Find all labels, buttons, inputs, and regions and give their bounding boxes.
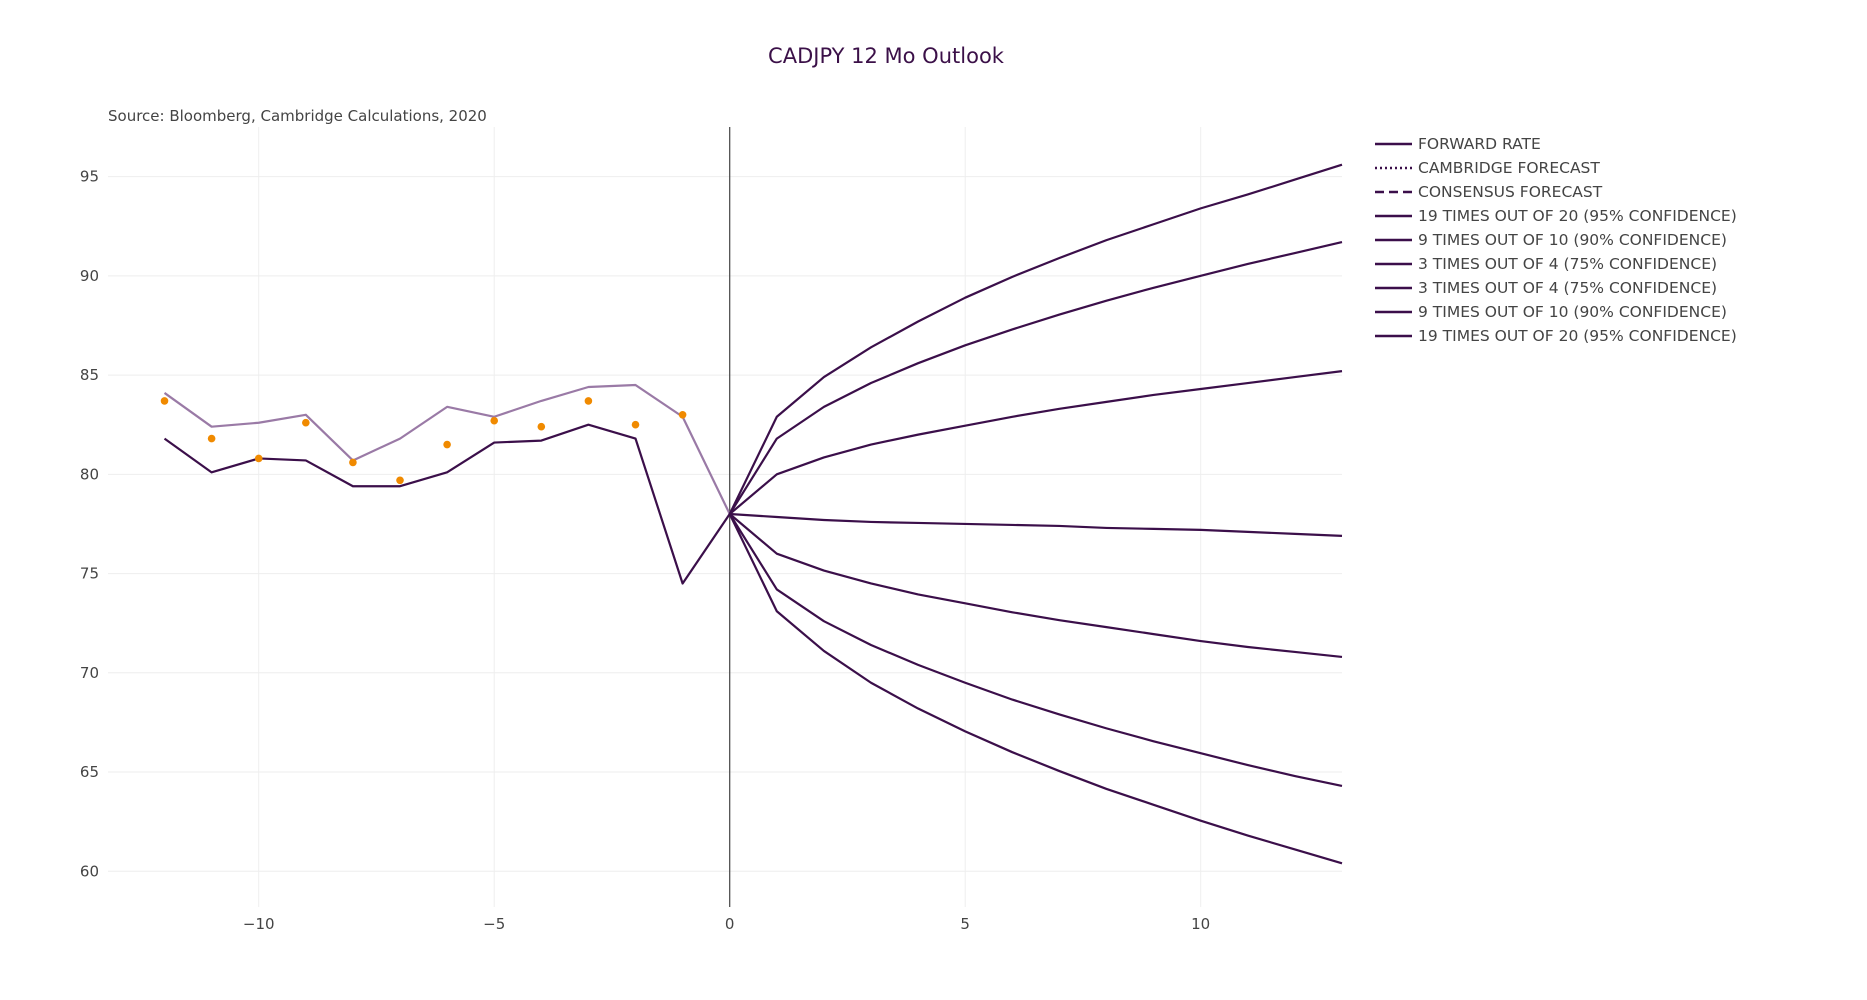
history-point: [207, 434, 216, 443]
history-point: [443, 440, 451, 449]
series-line-7: [728, 513, 1343, 788]
x-tick-label: −5: [483, 915, 505, 933]
series-line-8: [728, 513, 1343, 865]
legend: FORWARD RATE CAMBRIDGE FORECAST CONSENSUS …: [1375, 135, 1737, 345]
history-point: [302, 418, 310, 427]
history-point: [396, 476, 404, 485]
legend-item-label[interactable]: 9 TIMES OUT OF 10 (90% CONFIDENCE): [1418, 231, 1727, 249]
y-tick-label: 75: [80, 565, 99, 583]
y-tick-label: 85: [80, 366, 99, 384]
legend-item-label[interactable]: CAMBRIDGE FORECAST: [1418, 159, 1600, 177]
legend-item-label[interactable]: CONSENSUS FORECAST: [1418, 183, 1603, 201]
legend-item-label[interactable]: 9 TIMES OUT OF 10 (90% CONFIDENCE): [1418, 303, 1727, 321]
axes: −10 −5 0 5 10 60 65 70 75 80 85 90 95: [80, 127, 1210, 933]
y-tick-label: 90: [80, 267, 99, 285]
history-point: [254, 454, 263, 463]
legend-item-label[interactable]: 3 TIMES OUT OF 4 (75% CONFIDENCE): [1418, 279, 1717, 297]
history-point: [678, 410, 687, 419]
history-point: [537, 422, 546, 431]
series-line-5: [729, 370, 1343, 515]
chart-title: CADJPY 12 Mo Outlook: [768, 44, 1005, 68]
plot-area: [160, 163, 1343, 865]
series-line-3: [728, 163, 1343, 515]
legend-item-label[interactable]: 19 TIMES OUT OF 20 (95% CONFIDENCE): [1418, 327, 1737, 345]
y-tick-label: 95: [80, 168, 99, 186]
history-point: [160, 397, 169, 405]
y-tick-label: 80: [80, 465, 99, 483]
y-tick-label: 60: [80, 862, 99, 880]
x-tick-label: 5: [960, 915, 970, 933]
legend-item-label[interactable]: FORWARD RATE: [1418, 135, 1541, 153]
grid: [108, 127, 1342, 907]
legend-item-label[interactable]: 3 TIMES OUT OF 4 (75% CONFIDENCE): [1418, 255, 1717, 273]
legend-item-label[interactable]: 19 TIMES OUT OF 20 (95% CONFIDENCE): [1418, 207, 1737, 225]
y-tick-label: 65: [80, 763, 99, 781]
history-point: [584, 397, 593, 405]
history-point: [631, 420, 640, 429]
series-line-6: [729, 513, 1343, 659]
series-line-4: [728, 241, 1343, 515]
x-tick-label: 10: [1191, 915, 1210, 933]
x-tick-label: 0: [725, 915, 735, 933]
source-annotation: Source: Bloomberg, Cambridge Calculation…: [108, 107, 487, 125]
x-tick-label: −10: [243, 915, 275, 933]
y-tick-label: 70: [80, 664, 99, 682]
history-point: [349, 458, 357, 467]
history-point: [490, 416, 499, 425]
history-dark-line: [163, 423, 731, 585]
history-light-line: [163, 383, 731, 515]
series-line-0: [729, 512, 1343, 537]
